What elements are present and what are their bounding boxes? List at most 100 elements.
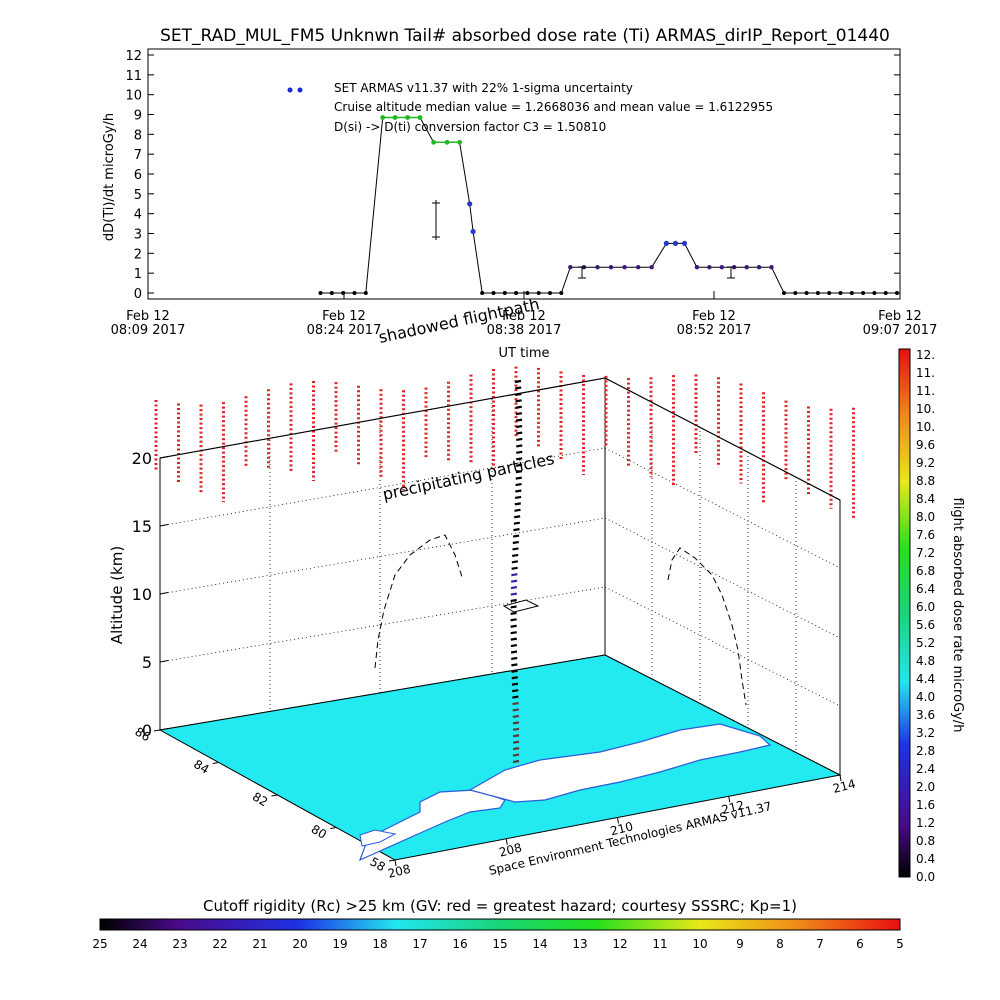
cutoff-colorbar-tick-label: 14 (532, 937, 547, 951)
dose-colorbar-tick-label: 9.6 (916, 438, 935, 452)
cutoff-colorbar-tick-label: 5 (896, 937, 904, 951)
lon-tick-label: 208 (386, 862, 412, 881)
dose-colorbar-tick-label: 6.4 (916, 582, 935, 596)
front-edge (604, 377, 841, 501)
cutoff-colorbar-ticks: 25 24 23 22 21 20 19 18 17 16 15 14 13 12 11 10 9 8 7 6 5 (92, 937, 903, 951)
dose-point (756, 265, 762, 270)
flight-path-point (513, 528, 520, 532)
x-tick-label: Feb 12 (692, 309, 736, 324)
dose-point (883, 291, 888, 295)
dose-point (457, 139, 462, 145)
flight-path-point (512, 747, 520, 751)
dose-point (548, 291, 552, 295)
dose-point (568, 265, 573, 270)
z-tick-mark (159, 524, 169, 527)
x-tick-label: 09:07 2017 (863, 323, 938, 338)
dose-point (815, 291, 820, 295)
lat-tick-label: 58 (368, 854, 388, 874)
y-tick-label: 11 (125, 69, 142, 84)
y-tick-label: 7 (134, 148, 142, 163)
dose-point (782, 291, 786, 295)
longitude-ticks: 208 208 210 212 214 (386, 774, 857, 881)
flight-path-point (516, 444, 523, 448)
flight-path-point (512, 727, 520, 731)
flight-path-point (510, 643, 518, 648)
legend-marker (297, 87, 303, 93)
dose-x-label: UT time (499, 346, 550, 361)
dose-point (329, 291, 334, 295)
dose-colorbar-label: flight absorbed dose rate microGy/h (950, 498, 965, 733)
lon-tick-mark (728, 796, 731, 803)
dose-point (793, 291, 798, 295)
y-tick-label: 6 (134, 168, 142, 183)
lon-tick-label: 212 (720, 798, 746, 817)
flight-path-point (512, 547, 519, 551)
dose-point (707, 265, 712, 270)
x-tick-label: Feb 12 (878, 309, 922, 324)
dose-colorbar-tick-label: 7.6 (916, 528, 935, 542)
cutoff-colorbar-tick-label: 9 (736, 937, 744, 951)
dose-point (318, 291, 323, 295)
z-tick-label: 10 (132, 585, 152, 604)
dose-colorbar-tick-label: 11. (916, 366, 935, 380)
dose-point (827, 291, 832, 295)
dose-colorbar-tick-label: 5.6 (916, 618, 935, 632)
error-bars (432, 200, 735, 279)
dose-colorbar-gradient (898, 348, 911, 878)
flight-path-point (512, 701, 519, 706)
dose-point (380, 115, 386, 120)
flight-path-point (510, 592, 517, 596)
dose-point (514, 291, 519, 295)
flight-path-point (515, 418, 523, 422)
cutoff-colorbar-tick-label: 24 (132, 937, 147, 951)
dose-colorbar: 12. 11. 11. 10. 10. 9.6 9.2 8.8 8.4 8.0 7.6 7.2 6.8 6… (898, 348, 965, 884)
land-mass (359, 829, 397, 847)
x-tick-label: Feb 12 (502, 309, 546, 324)
flight-path-point (515, 405, 522, 409)
y-tick-label: 2 (134, 247, 142, 262)
lat-tick-label: 84 (191, 757, 211, 777)
dose-point (525, 291, 530, 295)
x-tick-label: 08:52 2017 (677, 323, 752, 338)
flight-path-point (510, 650, 518, 654)
dose-point (681, 240, 688, 246)
dose-point (480, 291, 485, 295)
z-tick-mark (159, 660, 169, 663)
altitude-ticks: 0 5 10 15 20 (132, 449, 169, 740)
flight-path-point (516, 437, 523, 442)
flight-path-point (516, 457, 523, 461)
flight-path-point (515, 412, 523, 416)
z-tick-label: 20 (132, 449, 152, 468)
dose-colorbar-tick-label: 3.6 (916, 708, 935, 722)
cutoff-colorbar-label: Cutoff rigidity (Rc) >25 km (GV: red = g… (203, 897, 797, 915)
flight-path-point (512, 534, 520, 538)
dose-colorbar-tick-label: 1.2 (916, 816, 935, 830)
flight-path-point (512, 734, 520, 738)
dose-colorbar-tick-label: 4.0 (916, 690, 935, 704)
dose-point (694, 265, 700, 270)
flight-path-point (515, 489, 522, 493)
flight-path-point (513, 515, 521, 519)
lat-tick-mark (153, 729, 161, 732)
land-mass (468, 723, 772, 803)
dose-series-points (318, 115, 899, 295)
dose-colorbar-tick-label: 4.8 (916, 654, 935, 668)
x-tick-label: Feb 12 (322, 309, 366, 324)
flight-path-point (511, 656, 518, 661)
flight-path-point (512, 689, 519, 693)
flight-path-point (516, 431, 523, 435)
legend-series-label: SET ARMAS v11.37 with 22% 1-sigma uncert… (334, 81, 633, 95)
lon-tick-mark (394, 859, 397, 867)
flight-path-point (511, 676, 518, 680)
flight-path (510, 379, 523, 764)
cutoff-colorbar-tick-label: 20 (292, 937, 307, 951)
z-tick-mark (159, 592, 169, 595)
dose-point (502, 291, 507, 295)
cutoff-colorbar-tick-label: 13 (572, 937, 587, 951)
flight-path-point (511, 566, 518, 570)
flight-path-point (512, 721, 520, 725)
lat-tick-label: 82 (250, 789, 270, 809)
flight-path-point (515, 392, 522, 396)
